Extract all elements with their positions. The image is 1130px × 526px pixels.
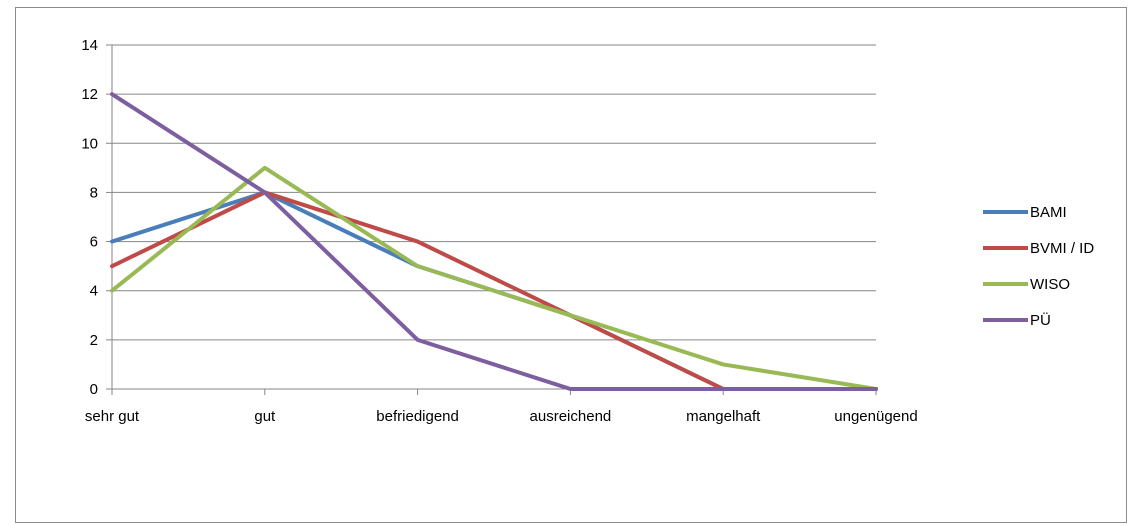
y-tick-label: 8 — [90, 184, 98, 201]
x-tick-label: befriedigend — [376, 408, 459, 425]
y-tick-label: 4 — [90, 283, 98, 300]
x-tick-label: gut — [254, 408, 276, 425]
legend-label: BVMI / ID — [1030, 240, 1094, 257]
x-tick-label: ungenügend — [834, 408, 917, 425]
chart-frame — [15, 7, 1127, 523]
y-tick-label: 2 — [90, 332, 98, 349]
y-tick-label: 6 — [90, 234, 98, 251]
legend-label: BAMI — [1030, 204, 1067, 221]
y-tick-label: 14 — [81, 37, 98, 54]
x-tick-label: ausreichend — [530, 408, 612, 425]
series-lines — [110, 92, 878, 391]
x-tick-label: sehr gut — [85, 408, 140, 425]
y-tick-label: 0 — [90, 381, 98, 398]
y-tick-label: 10 — [81, 135, 98, 152]
y-axis: 0 2 4 6 8 10 12 14 — [81, 37, 113, 398]
y-tick-label: 12 — [81, 86, 98, 103]
x-axis: sehr gut gut befriedigend ausreichend mangel… — [85, 389, 918, 425]
gridlines — [112, 44, 876, 390]
series-line-2 — [110, 165, 878, 391]
legend: BAMI BVMI / ID WISO PÜ — [983, 204, 1094, 329]
legend-label: WISO — [1030, 276, 1070, 293]
x-tick-label: mangelhaft — [686, 408, 761, 425]
series-line-3 — [110, 92, 878, 391]
legend-label: PÜ — [1030, 311, 1051, 329]
